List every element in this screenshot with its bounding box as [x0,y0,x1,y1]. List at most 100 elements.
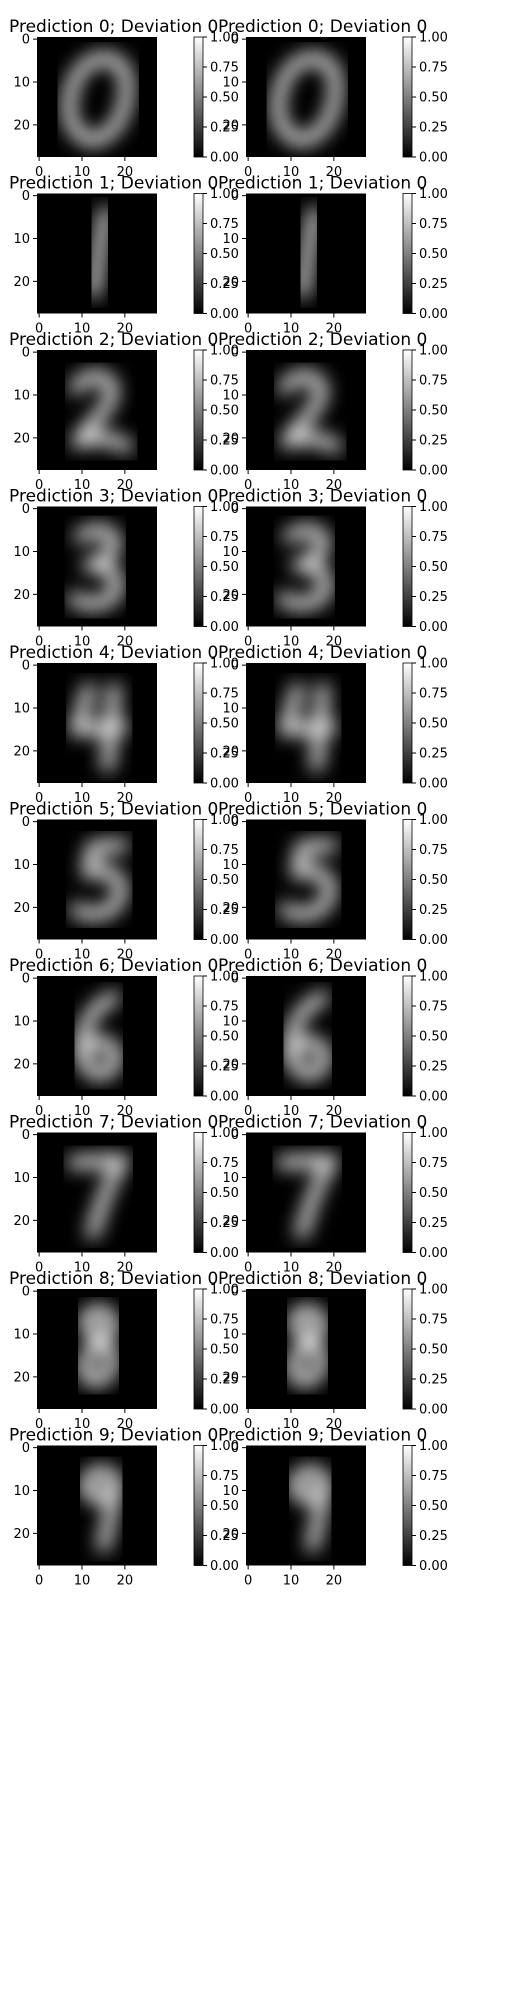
y-tick-label: 20 [222,588,239,603]
panel-title: Prediction 4; Deviation 0 [218,643,427,663]
panel-title: Prediction 7; Deviation 0 [9,1113,218,1133]
y-tick-label: 20 [222,275,239,290]
digit-strokes [67,524,124,610]
digit-strokes [80,1465,123,1553]
colorbar-tick-label: 0.50 [210,717,239,732]
colorbar-tick-label: 0.75 [419,1469,448,1484]
digit-strokes [75,991,122,1080]
colorbar-tick-label: 0.00 [419,933,448,948]
x-tick-label: 20 [326,165,343,180]
digit-strokes [276,524,333,610]
colorbar [193,819,204,940]
colorbar-tick-label: 0.75 [419,374,448,389]
y-tick-label: 0 [231,502,239,517]
colorbar-tick-label: 0.25 [210,590,239,605]
colorbar-tick-label: 0.50 [210,1030,239,1045]
y-tick-label: 20 [222,1370,239,1385]
digit-strokes [69,682,129,772]
x-tick-label: 10 [283,791,300,806]
colorbar-tick-label: 0.25 [210,1529,239,1544]
colorbar-tick-label: 0.75 [419,843,448,858]
y-tick-label: 0 [231,189,239,204]
digit-strokes [69,370,133,453]
digit-strokes [78,1305,119,1387]
x-tick-label: 10 [74,1261,91,1276]
colorbar-tick-label: 1.00 [419,500,448,515]
digit-panel: Prediction 4; Deviation 000101020201.000… [218,643,448,806]
y-tick-label: 0 [22,1128,30,1143]
y-tick-label: 10 [13,1015,30,1030]
colorbar [402,819,413,940]
digit-stroke [289,1465,332,1553]
colorbar-tick-label: 0.00 [419,777,448,792]
x-tick-label: 20 [117,1104,134,1119]
digit-stroke [310,682,330,772]
digit-image [246,819,366,940]
y-tick-label: 0 [22,33,30,48]
digit-strokes [272,52,342,146]
x-tick-label: 10 [74,165,91,180]
x-tick-label: 0 [35,948,43,963]
colorbar-tick-label: 0.75 [210,1156,239,1171]
digit-stroke [75,991,122,1080]
colorbar [402,1132,413,1253]
y-tick-label: 20 [222,1214,239,1229]
digit-stroke [69,370,133,453]
y-tick-label: 0 [231,972,239,987]
colorbar-tick-label: 0.25 [210,903,239,918]
x-tick-label: 20 [117,322,134,337]
colorbar-tick-label: 0.00 [210,620,239,635]
colorbar-tick-label: 0.00 [419,1403,448,1418]
colorbar-tick-label: 0.50 [210,560,239,575]
colorbar-tick-label: 0.50 [419,873,448,888]
colorbar-tick-label: 1.00 [210,813,239,828]
digit-stroke [67,1154,129,1240]
x-tick-label: 20 [117,1574,134,1589]
x-tick-label: 10 [74,322,91,337]
x-tick-label: 20 [326,1417,343,1432]
colorbar-tick-label: 0.50 [419,1343,448,1358]
y-tick-label: 20 [222,744,239,759]
digit-strokes [287,1305,328,1387]
digit-panel: Prediction 3; Deviation 000101020201.000… [9,487,239,650]
colorbar-tick-label: 1.00 [210,500,239,515]
y-tick-label: 0 [22,1441,30,1456]
colorbar [193,193,204,314]
y-tick-label: 0 [231,33,239,48]
x-tick-label: 20 [117,478,134,493]
y-tick-label: 0 [231,1285,239,1300]
colorbar-tick-label: 0.25 [419,903,448,918]
colorbar-tick-label: 0.00 [210,1403,239,1418]
y-tick-label: 10 [222,1171,239,1186]
digit-stroke [69,839,129,921]
x-tick-label: 10 [283,948,300,963]
colorbar-tick-label: 0.75 [210,530,239,545]
x-tick-label: 10 [283,635,300,650]
x-tick-label: 0 [244,322,252,337]
y-tick-label: 20 [222,118,239,133]
colorbar [402,662,413,784]
y-tick-label: 10 [222,232,239,247]
digit-stroke [278,839,338,921]
colorbar-tick-label: 0.00 [210,1559,239,1574]
y-tick-label: 20 [13,1057,30,1072]
y-tick-label: 20 [222,1527,239,1542]
colorbar-tick-label: 0.50 [419,247,448,262]
colorbar-tick-label: 0.00 [419,1090,448,1105]
digit-strokes [296,206,321,299]
digit-panel: Prediction 1; Deviation 000101020201.000… [9,174,239,337]
colorbar-tick-label: 0.50 [419,91,448,106]
digit-panel: Prediction 3; Deviation 000101020201.000… [218,487,448,650]
colorbar-tick-label: 0.25 [419,1373,448,1388]
colorbar-tick-label: 1.00 [210,187,239,202]
y-tick-label: 10 [13,1484,30,1499]
x-tick-label: 0 [244,948,252,963]
colorbar-tick-label: 0.00 [210,1246,239,1261]
colorbar-tick-label: 0.00 [419,620,448,635]
x-tick-label: 20 [326,1574,343,1589]
x-tick-label: 10 [283,322,300,337]
x-tick-label: 10 [74,1574,91,1589]
x-tick-label: 10 [74,1104,91,1119]
x-tick-label: 0 [35,1261,43,1276]
